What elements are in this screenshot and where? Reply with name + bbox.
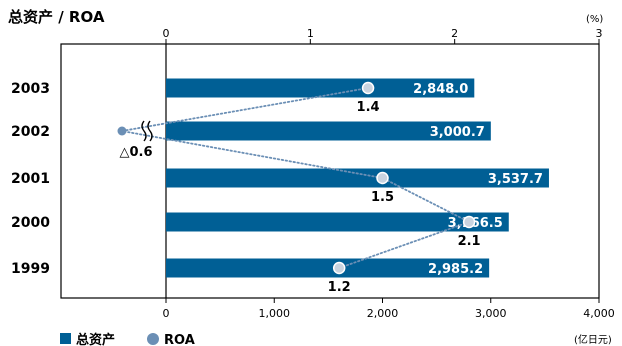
plot-frame — [60, 43, 600, 299]
asset-bar — [166, 121, 491, 141]
roa-label: 1.2 — [328, 280, 351, 295]
asset-bar-label: 3,537.7 — [488, 172, 543, 187]
top-tick-label: 0 — [163, 27, 170, 40]
top-axis: 0 1 2 3 — [163, 27, 603, 44]
asset-bar — [166, 78, 475, 98]
legend-label-roa: ROA — [164, 333, 195, 346]
bottom-tick-label: 4,000 — [583, 307, 615, 320]
bottom-tick-label: 1,000 — [259, 307, 291, 320]
asset-bar — [166, 212, 509, 232]
roa-point — [332, 261, 346, 275]
roa-line — [121, 87, 472, 269]
asset-bar — [166, 168, 549, 188]
bottom-tick-label: 0 — [163, 307, 170, 320]
legend: 总资产 ROA — [60, 332, 195, 346]
roa-series: 1.4 △0.6 1.5 2.1 1.2 — [117, 81, 481, 295]
roa-point — [361, 81, 375, 95]
asset-bar-label: 3,166.5 — [448, 216, 503, 231]
category-label: 2001 — [11, 171, 50, 187]
roa-label: △0.6 — [119, 145, 152, 160]
axis-break-icon — [141, 120, 153, 142]
roa-label: 2.1 — [458, 234, 481, 249]
legend-label-assets: 总资产 — [76, 332, 115, 346]
asset-bar-label: 3,000.7 — [430, 125, 485, 140]
roa-point — [462, 215, 476, 229]
category-axis: 2003 2002 2001 2000 1999 — [11, 81, 50, 277]
roa-point — [117, 126, 127, 136]
asset-bar-label: 2,848.0 — [413, 82, 468, 97]
top-tick-label: 2 — [451, 27, 458, 40]
bottom-tick-label: 2,000 — [367, 307, 399, 320]
top-tick-label: 1 — [307, 27, 314, 40]
legend-swatch-assets — [60, 333, 71, 344]
category-label: 2000 — [11, 215, 50, 231]
category-label: 2003 — [11, 81, 50, 97]
chart-title: 总资产 / ROA — [8, 8, 105, 26]
category-label: 1999 — [11, 261, 50, 277]
bottom-axis-unit: (亿日元) — [574, 333, 612, 346]
asset-bar-label: 2,985.2 — [428, 262, 483, 277]
roa-label: 1.4 — [357, 100, 380, 115]
asset-bar — [166, 258, 490, 278]
roa-point — [376, 171, 389, 185]
top-tick-label: 3 — [596, 27, 603, 40]
roa-label: 1.5 — [371, 190, 394, 205]
top-axis-unit: (%) — [586, 14, 603, 25]
bottom-axis: 0 1,000 2,000 3,000 4,000 — [163, 298, 615, 320]
category-label: 2002 — [11, 124, 50, 140]
asset-bars: 2,848.0 3,000.7 3,537.7 3,166.5 2,985.2 — [166, 78, 549, 278]
legend-swatch-roa — [147, 333, 159, 345]
bottom-tick-label: 3,000 — [475, 307, 507, 320]
